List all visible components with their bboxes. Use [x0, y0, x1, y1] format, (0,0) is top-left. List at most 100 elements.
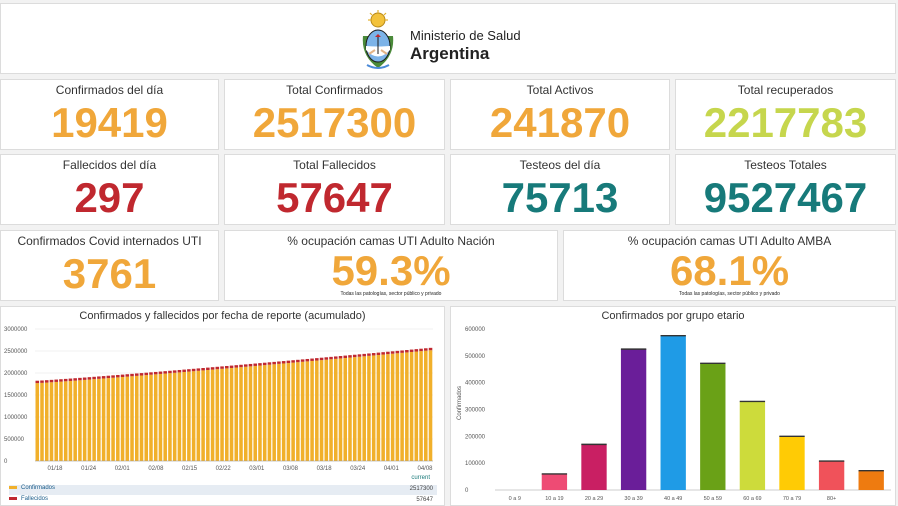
- bar-fallecidos: [172, 370, 177, 373]
- kpi-value: 68.1%: [669, 247, 790, 294]
- bar-fallecidos: [334, 356, 338, 359]
- kpi-value: 57647: [276, 174, 393, 221]
- bar: [739, 401, 766, 490]
- bar-confirmados: [386, 354, 390, 461]
- bar: [818, 461, 845, 490]
- bar-confirmados: [324, 359, 329, 461]
- bar-fallecidos: [281, 361, 286, 364]
- national-emblem-logo: [357, 10, 399, 72]
- bar-fallecidos: [371, 353, 376, 356]
- bar-fallecidos: [348, 355, 352, 358]
- kpi-label: Testeos Totales: [744, 158, 827, 172]
- bar-confirmados: [286, 363, 291, 461]
- bar-confirmados: [229, 367, 234, 461]
- bar-fallecidos: [324, 357, 329, 360]
- bar-fallecidos: [319, 357, 324, 361]
- bar-confirmados: [357, 356, 362, 461]
- bar-fallecidos: [78, 377, 82, 381]
- bar-confirmados: [262, 365, 267, 461]
- bar-fallecidos: [206, 367, 210, 371]
- bar-confirmados: [348, 357, 352, 461]
- kpi-label: Total Activos: [526, 83, 594, 97]
- bar-confirmados: [158, 373, 163, 461]
- bar-confirmados: [253, 365, 257, 461]
- bar-fallecidos: [187, 369, 191, 372]
- legend-row-fallecidos[interactable]: Fallecidos 57647: [9, 496, 437, 506]
- kpi-value: 241870: [489, 99, 631, 146]
- bar-confirmados: [405, 352, 409, 461]
- legend-row-confirmados[interactable]: Confirmados 2517300: [9, 485, 437, 495]
- bar-fallecidos: [111, 375, 115, 378]
- y-tick-label: 100000: [465, 461, 486, 467]
- bar-confirmados: [390, 353, 395, 461]
- bar-fallecidos: [343, 355, 348, 358]
- bar-fallecidos: [424, 348, 428, 351]
- bar-fallecidos: [400, 350, 404, 353]
- bar-fallecidos: [182, 369, 186, 372]
- x-tick-label: 80+: [827, 496, 836, 502]
- bar-fallecidos: [262, 362, 267, 366]
- panel-cumulative-chart: Confirmados y fallecidos por fecha de re…: [0, 306, 445, 506]
- bar-confirmados: [319, 360, 324, 461]
- legend-value: 57647: [416, 497, 433, 503]
- bar-fallecidos: [291, 360, 295, 363]
- legend-current-header: current: [411, 475, 430, 481]
- bar-confirmados: [352, 357, 357, 461]
- bar-fallecidos: [92, 376, 96, 380]
- y-tick-label: 1500000: [4, 393, 28, 399]
- x-tick-label: 20 a 29: [585, 496, 603, 502]
- bar-confirmados: [206, 370, 210, 461]
- bar: [858, 470, 884, 490]
- legend-swatch: [9, 485, 17, 489]
- bar-confirmados: [92, 379, 96, 461]
- bar-fallecidos: [82, 377, 87, 380]
- kpi-note: Todas las patologías, sector público y p…: [340, 291, 442, 297]
- x-tick-label: 10 a 19: [545, 496, 563, 502]
- y-tick-label: 2500000: [4, 349, 28, 355]
- bar-confirmados: [125, 376, 130, 461]
- cumulative-chart: 3000000 2500000 2000000 1500000 1000000 50000…: [4, 327, 433, 472]
- x-tick-label: 02/15: [182, 466, 198, 472]
- bar-confirmados: [144, 375, 149, 461]
- bar-fallecidos: [243, 364, 248, 367]
- x-tick-label: 40 a 49: [664, 496, 682, 502]
- x-tick-label: 01/18: [47, 466, 63, 472]
- bar-confirmados: [172, 372, 177, 461]
- bar-confirmados: [409, 351, 414, 461]
- bar-confirmados: [225, 368, 229, 461]
- bar-fallecidos: [367, 353, 371, 356]
- bar: [700, 363, 726, 490]
- y-tick-label: 500000: [4, 437, 25, 443]
- bar-fallecidos: [35, 380, 40, 384]
- bar-fallecidos: [248, 363, 253, 367]
- bar-confirmados: [300, 361, 305, 461]
- bar: [660, 335, 686, 490]
- bar-fallecidos: [310, 358, 314, 361]
- kpi-label: Total Fallecidos: [293, 158, 376, 172]
- bar-confirmados: [428, 350, 433, 461]
- kpi-fallecidos-dia: Fallecidos del día 297: [0, 154, 219, 225]
- bar-confirmados: [371, 355, 376, 461]
- bar-confirmados: [59, 381, 63, 461]
- bar-fallecidos: [149, 372, 153, 375]
- bar: [541, 473, 568, 490]
- bar-fallecidos: [272, 361, 276, 365]
- bar-confirmados: [49, 382, 54, 461]
- bar-fallecidos: [267, 362, 272, 365]
- bar-confirmados: [220, 368, 224, 461]
- bar-confirmados: [367, 355, 371, 461]
- bar-confirmados: [305, 361, 310, 461]
- bar-confirmados: [381, 354, 385, 461]
- x-tick-label: 02/22: [216, 466, 232, 472]
- y-tick-label: 1000000: [4, 415, 28, 421]
- y-tick-label: 2000000: [4, 371, 28, 377]
- bar-fallecidos: [120, 374, 125, 377]
- bar-fallecidos: [258, 363, 262, 366]
- ministry-name: Ministerio de Salud: [410, 28, 521, 43]
- bar-confirmados: [139, 375, 144, 461]
- bar-confirmados: [291, 362, 295, 461]
- bar-confirmados: [272, 364, 276, 461]
- bar-fallecidos: [395, 350, 400, 354]
- bar-fallecidos: [229, 365, 234, 368]
- bar-confirmados: [210, 369, 215, 461]
